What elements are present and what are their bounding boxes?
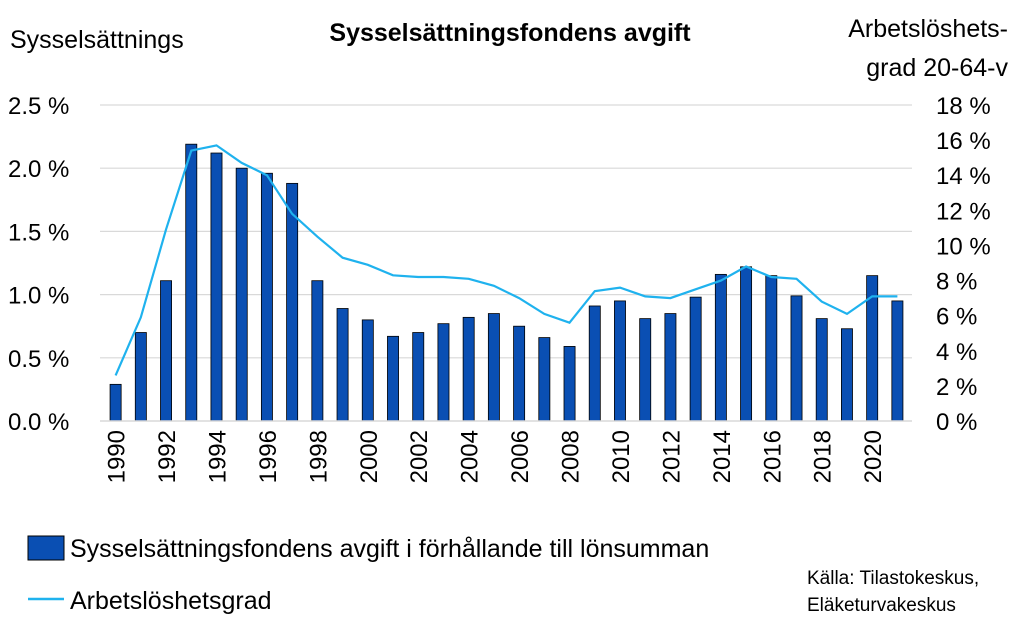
bar: [664, 313, 677, 422]
y-left-tick-label: 1.5 %: [8, 219, 69, 246]
bar: [714, 273, 727, 422]
bar: [235, 167, 248, 422]
y-left-tick-label: 0.0 %: [8, 409, 69, 436]
bar: [487, 313, 500, 422]
x-tick-label: 2008: [558, 430, 585, 483]
y-right-tick-label: 6 %: [936, 304, 977, 331]
y-right-tick-label: 12 %: [936, 198, 991, 225]
bar: [311, 280, 324, 422]
bar: [614, 300, 626, 422]
x-tick-label: 1992: [154, 430, 181, 483]
x-tick-label: 2014: [709, 430, 736, 483]
y-right-tick-label: 18 %: [936, 93, 991, 120]
y-left-tick-label: 2.0 %: [8, 156, 69, 183]
y-right-tick-label: 14 %: [936, 163, 991, 190]
bars: [109, 143, 904, 422]
legend-bar-swatch: [27, 535, 65, 561]
y-right-axis-title-line1: Arbetslöshets-: [848, 15, 1008, 43]
bar: [765, 275, 778, 422]
x-tick-label: 1994: [204, 430, 231, 483]
x-tick-label: 2000: [356, 430, 383, 483]
bar: [160, 280, 172, 422]
bar: [437, 323, 450, 422]
y-left-tick-label: 0.5 %: [8, 346, 69, 373]
y-right-tick-label: 10 %: [936, 233, 991, 260]
y-right-tick-label: 8 %: [936, 269, 977, 296]
y-left-axis-title: Sysselsättnings: [10, 26, 184, 54]
bar: [538, 337, 551, 422]
y-left-tick-label: 2.5 %: [8, 93, 69, 120]
bar: [286, 182, 299, 422]
x-tick-label: 2002: [406, 430, 433, 483]
x-tick-label: 1990: [104, 430, 131, 483]
chart-title: Sysselsättningsfondens avgift: [329, 19, 691, 47]
bar: [891, 300, 904, 422]
x-tick-label: 2020: [860, 430, 887, 483]
bar: [841, 328, 853, 422]
x-tick-label: 2006: [507, 430, 534, 483]
x-tick-label: 2018: [810, 430, 837, 483]
x-tick-label: 1998: [305, 430, 332, 483]
bar: [639, 318, 652, 422]
bar: [412, 332, 425, 422]
x-ticks: 1990 1992 1994 1996 1998 2000 2002 2004 2006 2008…: [104, 430, 888, 483]
bar: [361, 319, 374, 422]
bar: [815, 318, 828, 422]
bar: [260, 172, 273, 422]
source-line1: Källa: Tilastokeskus,: [807, 568, 979, 589]
bar: [210, 152, 223, 422]
y-right-tick-label: 0 %: [936, 409, 977, 436]
x-tick-label: 2016: [759, 430, 786, 483]
y-right-axis-title-line2: grad 20-64-v: [866, 54, 1008, 82]
y-right-tick-label: 16 %: [936, 128, 991, 155]
bar: [513, 325, 526, 422]
bar: [790, 295, 803, 422]
bar: [588, 305, 601, 422]
y-left-ticks: 0.0 % 0.5 % 1.0 % 1.5 % 2.0 % 2.5 %: [8, 93, 69, 436]
source-line2: Eläketurvakeskus: [807, 595, 956, 616]
x-tick-label: 1996: [255, 430, 282, 483]
unemployment-line: [114, 144, 898, 376]
bar: [462, 316, 475, 422]
bar: [185, 143, 198, 422]
x-tick-label: 2012: [658, 430, 685, 483]
bar: [134, 332, 147, 422]
bar: [109, 383, 122, 422]
bar: [689, 296, 702, 422]
bar: [336, 308, 349, 422]
y-left-tick-label: 1.0 %: [8, 283, 69, 310]
legend-bar-label: Sysselsättningsfondens avgift i förhålla…: [70, 535, 709, 563]
x-tick-label: 2004: [457, 430, 484, 483]
y-right-tick-label: 4 %: [936, 339, 977, 366]
legend-line-label: Arbetslöshetsgrad: [70, 587, 272, 615]
x-tick-label: 2010: [608, 430, 635, 483]
bar: [387, 335, 399, 422]
bar: [740, 266, 753, 422]
y-right-ticks: 0 % 2 % 4 % 6 % 8 % 10 % 12 % 14 % 16 % 18 %: [936, 93, 991, 436]
y-right-tick-label: 2 %: [936, 374, 977, 401]
legend: Sysselsättningsfondens avgift i förhålla…: [27, 535, 709, 615]
bar: [563, 346, 576, 422]
